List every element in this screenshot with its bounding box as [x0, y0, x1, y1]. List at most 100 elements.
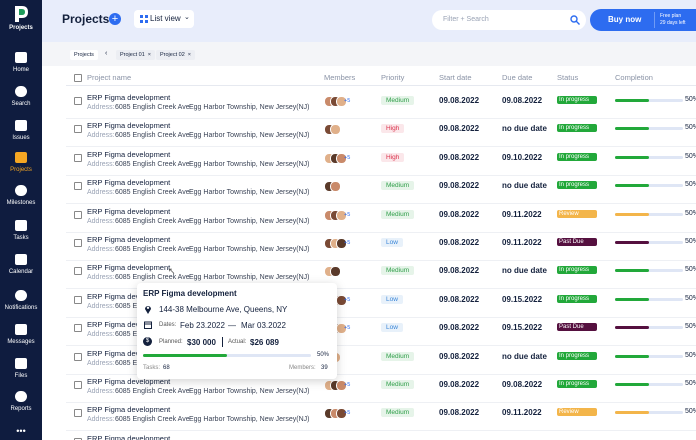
- nav-label[interactable]: Home: [12, 67, 29, 73]
- project-name[interactable]: ERP Figma development: [87, 178, 171, 188]
- start-date: 09.08.2022: [439, 238, 480, 247]
- completion-label: 50%: [685, 124, 696, 132]
- completion-track: [615, 297, 683, 301]
- priority: Low: [381, 323, 403, 333]
- city: Egg Harbor Township, New Jersey(NJ): [189, 104, 310, 111]
- member-extra: +5: [344, 154, 351, 161]
- tab-close[interactable]: ×: [147, 52, 151, 58]
- column-header[interactable]: Project name: [87, 73, 132, 82]
- row-line: [66, 118, 696, 119]
- project-name[interactable]: ERP Figma development: [87, 121, 171, 131]
- checkbox[interactable]: [74, 324, 82, 333]
- nav-icon: [15, 52, 27, 63]
- due-date: 09.10.2022: [502, 152, 543, 162]
- column-header[interactable]: Priority: [381, 73, 405, 82]
- start-date: 09.08.2022: [439, 124, 480, 134]
- date-sep: —: [228, 321, 236, 330]
- avatar: [336, 209, 347, 221]
- checkbox[interactable]: [74, 182, 82, 191]
- start-date: 09.08.2022: [439, 351, 480, 361]
- column-header[interactable]: Completion: [615, 73, 653, 82]
- address: 6085 English Creek Ave: [115, 189, 190, 197]
- nav-label[interactable]: Milestones: [6, 200, 36, 206]
- tab-close[interactable]: ×: [187, 52, 191, 58]
- column-header[interactable]: Members: [324, 73, 356, 82]
- checkbox[interactable]: [74, 295, 82, 304]
- view-select[interactable]: List view ⌄: [134, 10, 194, 28]
- start-date: 09.08.2022: [439, 266, 480, 276]
- completion-track: [615, 184, 683, 188]
- column-header[interactable]: Due date: [502, 73, 533, 82]
- add-button[interactable]: +: [109, 13, 121, 25]
- address-label: Address:: [87, 189, 115, 197]
- checkbox[interactable]: [74, 239, 82, 247]
- nav-label[interactable]: Messages: [7, 339, 35, 345]
- nav-label[interactable]: Reports: [10, 406, 32, 412]
- checkbox[interactable]: [74, 153, 82, 162]
- project-name[interactable]: ERP Figma development: [87, 348, 171, 358]
- project-name[interactable]: ERP Figma development: [87, 433, 171, 440]
- completion-label: 50%: [685, 266, 696, 274]
- priority: High: [381, 124, 405, 134]
- checkbox[interactable]: [74, 352, 82, 361]
- tab[interactable]: Project 01 ×: [116, 50, 155, 60]
- nav-label[interactable]: Projects: [10, 167, 32, 173]
- checkbox[interactable]: [74, 125, 82, 134]
- search-box[interactable]: Filter + Search: [432, 10, 586, 30]
- checkbox[interactable]: [74, 97, 82, 105]
- progress-track: [143, 354, 311, 357]
- tasks: 68: [163, 365, 170, 371]
- completion-track: [615, 383, 683, 386]
- nav-label[interactable]: Notifications: [4, 305, 38, 311]
- progress-bar: [143, 354, 227, 357]
- checkbox[interactable]: [74, 210, 82, 219]
- tab[interactable]: Projects: [70, 50, 98, 60]
- tab-back[interactable]: ‹: [105, 50, 108, 57]
- row-line: [66, 146, 696, 148]
- due-date: 09.08.2022: [502, 380, 543, 389]
- project-name[interactable]: ERP Figma development: [87, 291, 171, 301]
- checkbox[interactable]: [74, 267, 82, 276]
- tab[interactable]: Project 02 ×: [156, 50, 195, 60]
- project-name[interactable]: ERP Figma development: [87, 377, 171, 386]
- avatar: [330, 266, 341, 278]
- completion-label: 50%: [685, 294, 696, 302]
- column-header[interactable]: Status: [557, 73, 579, 82]
- project-name[interactable]: ERP Figma development: [87, 235, 171, 244]
- checkbox[interactable]: [74, 409, 82, 418]
- project-name[interactable]: ERP Figma development: [87, 263, 171, 273]
- priority: Medium: [381, 380, 415, 389]
- project-name[interactable]: ERP Figma development: [87, 405, 171, 415]
- completion-label: 50%: [685, 408, 696, 416]
- checkbox[interactable]: [74, 437, 82, 440]
- buy-button[interactable]: Buy now Free plan 29 days left: [590, 9, 696, 31]
- nav-label[interactable]: Files: [14, 373, 28, 379]
- members: 39: [321, 365, 328, 371]
- project-name[interactable]: ERP Figma development: [87, 149, 171, 159]
- more[interactable]: •••: [16, 426, 26, 436]
- nav-label[interactable]: Calendar: [8, 269, 34, 275]
- start-date: 09.08.2022: [439, 294, 480, 304]
- topbar: Projects + List view ⌄ Filter + Search B…: [42, 0, 696, 42]
- checkbox[interactable]: [74, 381, 82, 389]
- nav-label[interactable]: Tasks: [13, 235, 29, 241]
- row-line: [66, 203, 696, 205]
- member-extra: +5: [344, 325, 351, 332]
- due-date: 09.11.2022: [502, 238, 542, 247]
- nav-label[interactable]: Issues: [12, 135, 30, 141]
- buy-label: Buy now: [608, 15, 642, 24]
- completion-label: 50%: [685, 209, 696, 217]
- project-name[interactable]: ERP Figma development: [87, 206, 171, 216]
- view-icon: [140, 15, 148, 23]
- nav-label[interactable]: Search: [11, 101, 31, 107]
- divider: [654, 12, 655, 28]
- priority: Low: [381, 238, 403, 247]
- project-name[interactable]: ERP Figma development: [87, 93, 171, 102]
- money-icon: $: [143, 337, 152, 346]
- row-line: [66, 288, 696, 290]
- checkbox[interactable]: [74, 74, 82, 82]
- column-header[interactable]: Start date: [439, 73, 472, 82]
- status: In progress: [557, 124, 597, 133]
- avatar: [330, 181, 341, 193]
- project-name[interactable]: ERP Figma development: [87, 320, 171, 330]
